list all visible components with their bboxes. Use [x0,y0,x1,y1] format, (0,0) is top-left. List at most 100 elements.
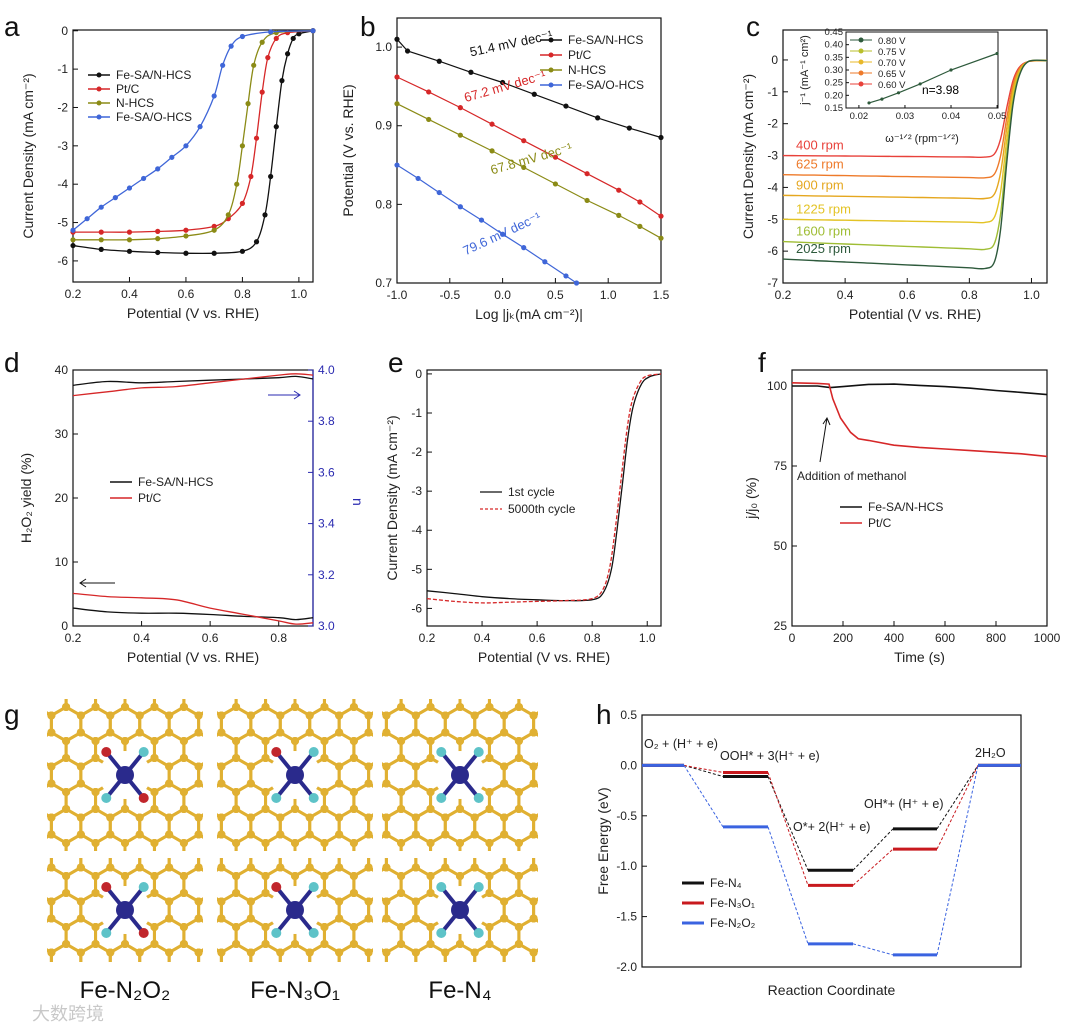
carbon-atom [544,872,552,880]
carbon-atom [382,966,390,974]
carbon-bond [548,682,577,716]
carbon-atom [438,737,446,745]
carbon-atom [424,966,432,974]
carbon-atom [456,821,464,829]
carbon-atom [559,763,567,771]
carbon-atom [33,889,41,897]
carbon-atom [62,991,70,999]
carbon-atom [91,788,100,796]
carbon-atom [559,864,567,872]
carbon-atom [209,872,217,880]
carbon-atom [262,652,270,660]
carbon-atom [173,856,181,864]
carbon-atom [276,830,285,839]
carbon-atom [3,805,11,813]
carbon-atom [515,821,523,829]
carbon-atom [180,974,188,982]
carbon-atom [603,737,611,745]
carbon-atom [232,991,240,999]
carbon-atom [203,788,211,796]
carbon-bond [184,970,213,1004]
carbon-atom [217,796,225,804]
carbon-atom [394,661,402,669]
data-point [98,246,104,252]
x-tick-label: 1.0 [291,287,308,301]
oxygen-atom [138,793,149,803]
carbon-atom [180,821,188,829]
carbon-atom [574,940,582,948]
carbon-atom [136,966,144,974]
carbon-atom [574,923,582,931]
carbon-atom [91,872,100,880]
carbon-atom [239,856,247,864]
inset-line [868,52,998,104]
carbon-atom [544,737,552,745]
data-point [284,51,291,57]
carbon-atom [224,882,232,890]
carbon-atom [574,940,582,948]
y-tick-label: -5 [767,212,778,226]
carbon-atom [47,796,55,804]
carbon-atom [224,1000,232,1008]
carbon-atom [353,814,361,822]
carbon-atom [188,1017,196,1025]
carbon-atom [335,1017,343,1025]
carbon-atom [353,678,361,686]
carbon-atom [574,838,582,846]
carbon-atom [412,1017,420,1025]
carbon-atom [77,966,85,974]
connector [936,765,979,830]
carbon-atom [412,847,420,855]
carbon-atom [368,940,376,948]
y-tick-label: 0 [61,24,68,38]
carbon-atom [544,788,552,796]
carbon-atom [379,788,387,796]
carbon-atom [203,991,211,999]
carbon-atom [559,915,567,923]
carbon-atom [47,847,55,855]
y-tick-label: -1 [57,62,68,76]
y-tick-label: -5 [411,562,422,576]
carbon-atom [394,763,402,771]
data-point [584,171,590,177]
carbon-atom [544,872,552,880]
carbon-atom [350,974,358,982]
carbon-atom [529,914,538,923]
structure-model [368,813,582,1025]
carbon-atom [530,678,538,686]
carbon-atom [121,686,129,694]
carbon-atom [368,872,376,880]
data-point [552,181,559,187]
carbon-atom [485,856,493,864]
carbon-atom [224,847,232,855]
carbon-atom [135,830,144,839]
carbon-atom [136,1017,144,1025]
carbon-atom [424,729,432,737]
carbon-atom [500,678,508,686]
carbon-bond [47,813,53,839]
carbon-atom [180,686,188,694]
legend-marker [858,70,864,76]
carbon-atom [559,813,567,821]
carbon-atom [470,863,479,872]
carbon-atom [224,1017,232,1025]
carbon-atom [276,678,284,686]
y2-axis-label: n [350,498,366,506]
carbon-bond [386,656,415,690]
carbon-atom [500,882,508,890]
carbon-atom [350,991,358,999]
data-point [616,187,622,193]
carbon-atom [365,966,373,974]
n-line [72,375,314,387]
carbon-atom [209,889,217,897]
carbon-atom [471,966,479,974]
carbon-atom [382,966,390,974]
oxygen-atom [271,747,282,757]
carbon-atom [485,686,493,694]
carbon-atom [500,847,508,855]
carbon-atom [350,821,358,829]
carbon-atom [456,821,464,829]
data-point [531,91,537,97]
nitrogen-atom [473,747,484,757]
carbon-atom [409,754,417,762]
